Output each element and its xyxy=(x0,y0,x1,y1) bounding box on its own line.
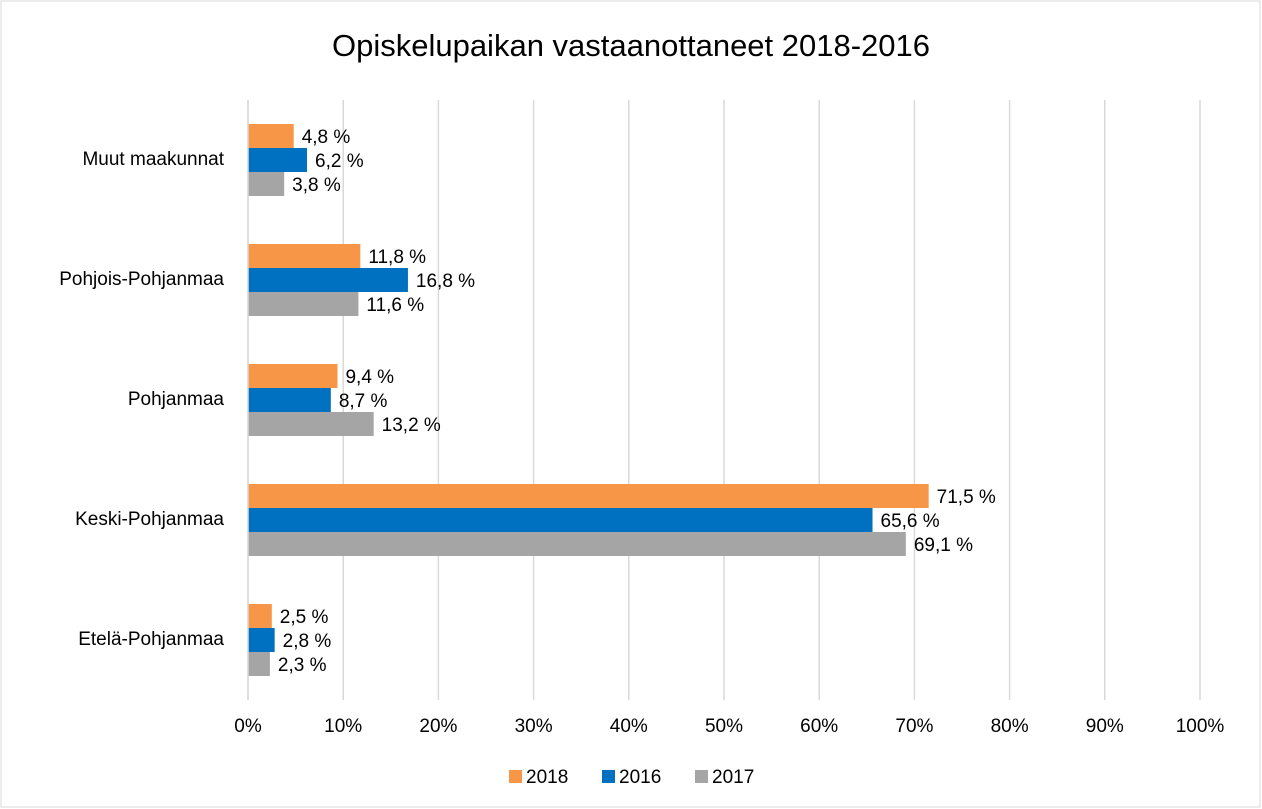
bar xyxy=(248,172,285,196)
data-label: 11,8 % xyxy=(368,247,426,268)
chart-title: Opiskelupaikan vastaanottaneet 2018-2016 xyxy=(332,28,930,63)
data-label: 8,7 % xyxy=(339,391,388,412)
bar xyxy=(248,388,331,412)
data-label: 3,8 % xyxy=(292,175,341,196)
data-label: 11,6 % xyxy=(366,295,424,316)
x-tick-label: 60% xyxy=(800,716,838,737)
data-label: 2,8 % xyxy=(283,631,332,652)
y-tick-label: Keski-Pohjanmaa xyxy=(75,509,224,530)
data-label: 9,4 % xyxy=(345,367,394,388)
data-label: 69,1 % xyxy=(914,535,973,556)
x-tick-label: 100% xyxy=(1176,716,1225,737)
data-label: 16,8 % xyxy=(416,271,475,292)
bar xyxy=(248,268,408,292)
data-label: 4,8 % xyxy=(302,127,351,148)
legend-label: 2018 xyxy=(526,767,568,788)
data-label: 65,6 % xyxy=(881,511,940,532)
data-label: 13,2 % xyxy=(382,415,441,436)
bar xyxy=(248,148,308,172)
data-label: 6,2 % xyxy=(315,151,364,172)
legend-swatch xyxy=(602,770,615,783)
bar xyxy=(248,652,270,676)
x-tick-label: 20% xyxy=(419,716,457,737)
x-tick-label: 40% xyxy=(610,716,648,737)
x-tick-label: 80% xyxy=(991,716,1029,737)
data-label: 2,5 % xyxy=(280,607,329,628)
bar xyxy=(248,124,294,148)
legend-swatch xyxy=(509,770,522,783)
data-label: 2,3 % xyxy=(278,655,327,676)
legend-label: 2017 xyxy=(712,767,754,788)
x-tick-label: 10% xyxy=(324,716,362,737)
legend-label: 2016 xyxy=(619,767,661,788)
y-tick-label: Etelä-Pohjanmaa xyxy=(78,629,224,650)
x-tick-label: 50% xyxy=(705,716,743,737)
bar xyxy=(248,532,906,556)
x-tick-label: 70% xyxy=(895,716,933,737)
bar xyxy=(248,364,338,388)
bar xyxy=(248,604,272,628)
y-tick-label: Pohjanmaa xyxy=(128,389,225,410)
bar xyxy=(248,412,374,436)
y-tick-label: Pohjois-Pohjanmaa xyxy=(59,269,224,290)
bar xyxy=(248,484,929,508)
data-label: 71,5 % xyxy=(937,487,996,508)
x-tick-label: 30% xyxy=(515,716,553,737)
bar xyxy=(248,628,275,652)
x-tick-label: 0% xyxy=(234,716,262,737)
bar xyxy=(248,508,873,532)
x-tick-label: 90% xyxy=(1086,716,1124,737)
bar xyxy=(248,292,359,316)
y-tick-label: Muut maakunnat xyxy=(82,149,224,170)
bar xyxy=(248,244,361,268)
legend-swatch xyxy=(695,770,708,783)
